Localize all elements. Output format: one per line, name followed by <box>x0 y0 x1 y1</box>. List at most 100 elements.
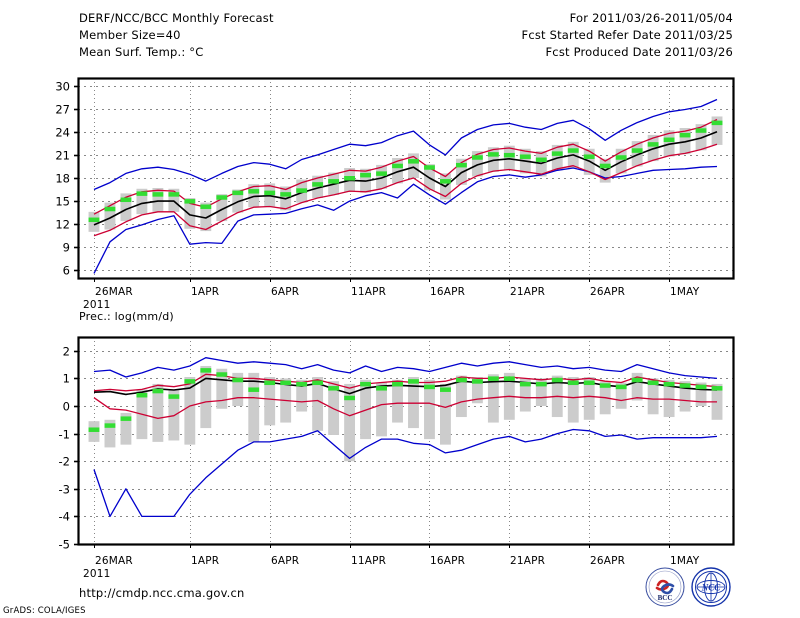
y-tick-label: 24 <box>55 126 70 140</box>
spread-box <box>711 116 723 145</box>
median-marker <box>280 380 292 386</box>
median-marker <box>567 380 579 386</box>
spread-box <box>216 194 228 222</box>
y-tick-label: 18 <box>55 172 70 186</box>
y-tick-label: 0 <box>63 400 70 414</box>
spread-box <box>711 383 723 420</box>
x-tick-label: 1MAY <box>670 555 700 567</box>
median-marker <box>583 380 595 386</box>
median-marker <box>248 189 260 194</box>
spread-box <box>471 151 483 177</box>
y-tick-label: 1 <box>63 372 70 386</box>
spread-box <box>104 419 116 448</box>
median-marker <box>535 381 547 387</box>
top-chart-year-label: 2011 <box>83 299 111 311</box>
median-marker <box>184 379 196 384</box>
series-q3 <box>93 118 718 215</box>
median-marker <box>471 379 483 384</box>
series-q1 <box>93 395 717 420</box>
x-tick-label: 1MAY <box>670 286 700 298</box>
x-tick-label: 1APR <box>191 286 220 298</box>
x-tick-label: 6APR <box>271 286 300 298</box>
spread-box <box>184 198 196 229</box>
median-marker <box>328 179 340 184</box>
median-marker <box>168 394 180 399</box>
median-marker <box>631 377 643 383</box>
spread-box <box>408 153 419 178</box>
spread-box <box>647 378 659 415</box>
spread-box <box>152 383 164 442</box>
x-tick-label: 26MAR <box>95 286 133 298</box>
series-max <box>93 357 718 380</box>
median-marker <box>88 427 100 432</box>
spread-box <box>408 377 419 429</box>
ncc-logo: NCC <box>691 567 731 607</box>
spread-box <box>296 379 308 412</box>
bcc-logo-label: BCC <box>658 594 673 602</box>
spread-box <box>392 379 403 423</box>
median-marker <box>487 376 499 381</box>
median-marker <box>631 148 643 153</box>
median-marker <box>519 154 531 159</box>
median-marker <box>264 190 276 196</box>
spread-box <box>440 383 451 445</box>
spread-box <box>120 193 132 222</box>
cmdp-url[interactable]: http://cmdp.ncc.cma.gov.cn <box>79 586 245 600</box>
median-marker <box>440 387 451 392</box>
median-marker <box>408 379 419 384</box>
spread-box <box>376 164 387 189</box>
median-marker <box>647 142 659 147</box>
x-tick-label: 21APR <box>510 555 546 567</box>
median-marker <box>200 204 212 209</box>
spread-box <box>615 382 627 409</box>
spread-box <box>695 382 707 406</box>
y-tick-label: 21 <box>55 149 70 163</box>
y-tick-label: -4 <box>59 510 70 524</box>
ncc-logo-label: NCC <box>701 583 722 593</box>
spread-box <box>248 184 260 208</box>
median-marker <box>152 388 164 394</box>
spread-box <box>200 202 212 232</box>
median-marker <box>312 182 324 187</box>
median-marker <box>296 381 308 387</box>
median-marker <box>535 157 547 163</box>
median-marker <box>104 206 116 212</box>
header-variable-label: Mean Surf. Temp.: °C <box>79 45 204 59</box>
header-fcst-started: Fcst Started Refer Date 2011/03/25 <box>521 28 733 42</box>
median-marker <box>152 192 164 197</box>
spread-box <box>200 365 212 429</box>
median-marker <box>136 191 148 196</box>
median-markers <box>88 368 723 432</box>
median-marker <box>248 387 260 392</box>
spread-box <box>312 175 324 198</box>
header-fcst-produced: Fcst Produced Date 2011/03/26 <box>545 45 733 59</box>
x-tick-label: 1APR <box>191 555 220 567</box>
series-max <box>93 165 718 274</box>
x-tick-label: 26APR <box>590 286 626 298</box>
bottom-chart-title: Prec.: log(mm/d) <box>79 310 174 323</box>
spread-box <box>663 130 675 157</box>
spread-box <box>503 145 515 171</box>
median-marker <box>376 171 387 176</box>
median-marker <box>647 380 659 386</box>
median-marker <box>567 148 579 153</box>
median-marker <box>168 192 180 197</box>
spread-box <box>535 378 547 406</box>
median-marker <box>200 368 212 373</box>
spread-box <box>679 381 691 412</box>
median-marker <box>455 162 467 168</box>
median-marker <box>280 192 292 197</box>
spread-box <box>471 377 483 404</box>
x-tick-label: 26APR <box>590 555 626 567</box>
median-marker <box>344 176 356 181</box>
spread-box <box>631 141 643 167</box>
median-marker <box>487 152 499 157</box>
median-marker <box>551 377 563 383</box>
median-marker <box>503 152 515 158</box>
median-marker <box>583 154 595 159</box>
spread-box <box>392 158 403 184</box>
median-marker <box>408 159 419 164</box>
y-tick-label: 12 <box>55 218 70 232</box>
median-marker <box>663 381 675 387</box>
